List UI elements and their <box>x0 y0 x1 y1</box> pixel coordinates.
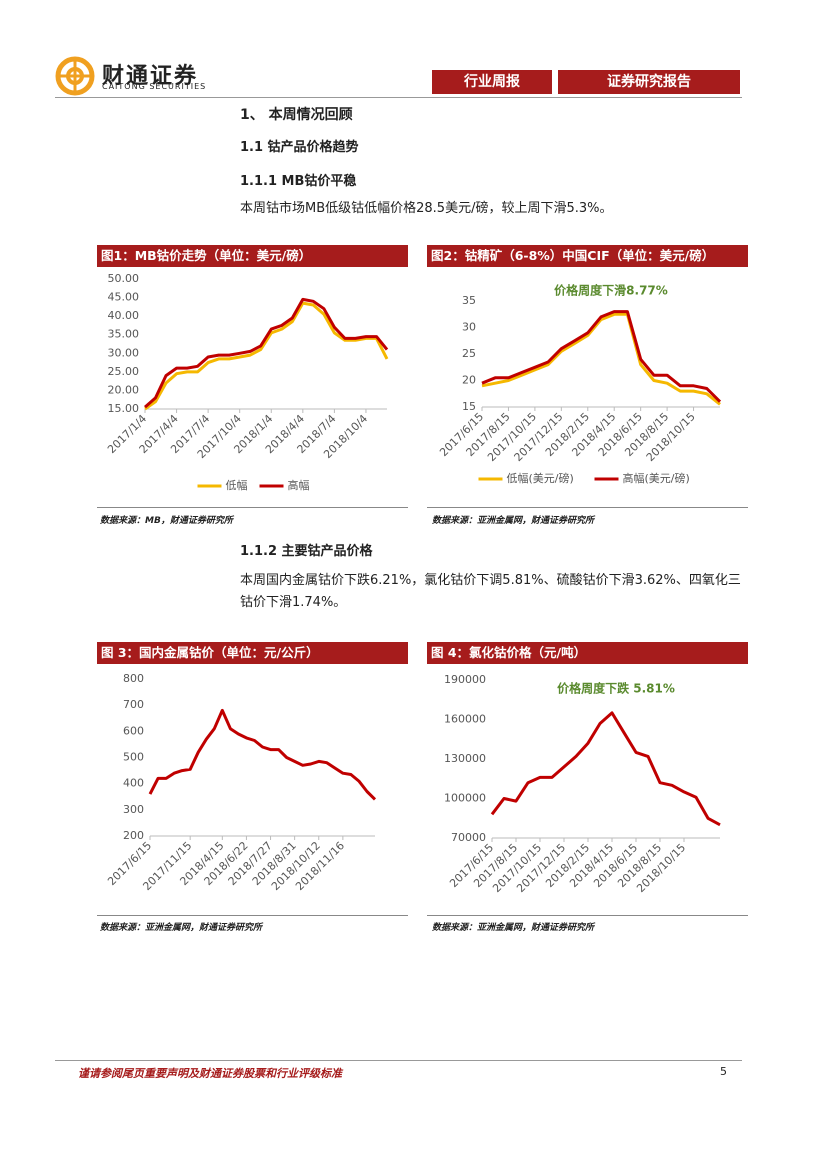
source: 数据来源：MB，财通证券研究所 <box>100 516 233 526</box>
y-tick-label: 35 <box>462 294 476 307</box>
line <box>144 297 389 409</box>
chart: 2003004005006007008002017/6/152017/11/15… <box>105 672 377 893</box>
annotation: 价格周度下滑8.77% <box>554 283 668 298</box>
tab: 证券研究报告 <box>558 70 740 94</box>
heading: 1、 本周情况回顾 <box>240 107 353 123</box>
chart: 15.00 20.00 25.00 30.00 35.00 40.00 45.00 50.00… <box>105 272 389 492</box>
y-tick-label: 100000 <box>444 792 486 805</box>
chart: 15202530352017/6/152017/8/152017/10/1520… <box>437 283 722 485</box>
tab: 行业周报 <box>432 70 552 94</box>
y-tick-label: 35.00 <box>108 328 140 341</box>
paragraph: 本周国内金属钴价下跌6.21%，氯化钴价下调5.81%、硫酸钴价下滑3.62%、… <box>240 573 741 610</box>
rule <box>55 1060 742 1061</box>
line <box>481 310 722 403</box>
y-tick-label: 600 <box>123 724 144 737</box>
paragraph: 本周钴市场MB低级钴低幅价格28.5美元/磅，较上周下滑5.3%。 <box>240 201 613 216</box>
logo-en: CAITONG SECURITIES <box>102 82 207 91</box>
heading: 1.1.2 主要钴产品价格 <box>240 544 373 559</box>
y-tick-label: 15 <box>462 400 476 413</box>
y-tick-label: 50.00 <box>108 272 140 285</box>
figure-title: 图1：MB钴价走势（单位：美元/磅） <box>97 245 408 267</box>
logo-icon <box>55 56 95 96</box>
heading: 1.1.1 MB钴价平稳 <box>240 174 357 189</box>
page-number: 5 <box>720 1065 727 1078</box>
y-tick-label: 40.00 <box>108 309 140 322</box>
y-tick-label: 30 <box>462 321 476 334</box>
y-tick-label: 30.00 <box>108 346 140 359</box>
legend-label: 低幅(美元/磅) <box>507 471 574 485</box>
legend-label: 高幅 <box>288 478 310 492</box>
rule <box>97 915 408 916</box>
y-tick-label: 130000 <box>444 752 486 765</box>
figure-title: 图 4：氯化钴价格（元/吨） <box>427 642 748 664</box>
y-tick-label: 800 <box>123 672 144 685</box>
legend-label: 高幅(美元/磅) <box>623 471 690 485</box>
source: 数据来源：亚洲金属网，财通证券研究所 <box>432 516 595 526</box>
y-tick-label: 700 <box>123 698 144 711</box>
figure-title: 图2：钴精矿（6-8%）中国CIF（单位：美元/磅） <box>427 245 748 267</box>
line <box>148 708 377 801</box>
y-tick-label: 45.00 <box>108 291 140 304</box>
y-tick-label: 200 <box>123 829 144 842</box>
logo-cn: 财通证券 <box>102 64 199 89</box>
y-tick-label: 20.00 <box>108 383 140 396</box>
heading: 1.1 钴产品价格趋势 <box>240 140 359 155</box>
line <box>144 301 389 411</box>
rule <box>427 507 748 508</box>
line <box>490 711 721 827</box>
y-tick-label: 160000 <box>444 713 486 726</box>
y-tick-label: 300 <box>123 803 144 816</box>
y-tick-label: 25.00 <box>108 365 140 378</box>
y-tick-label: 15.00 <box>108 402 140 415</box>
annotation: 价格周度下跌 5.81% <box>557 681 675 696</box>
source: 数据来源：亚洲金属网，财通证券研究所 <box>432 923 595 933</box>
y-tick-label: 25 <box>462 347 476 360</box>
rule <box>97 507 408 508</box>
rule <box>427 915 748 916</box>
y-tick-label: 400 <box>123 777 144 790</box>
rule <box>55 97 742 98</box>
y-tick-label: 500 <box>123 751 144 764</box>
y-tick-label: 20 <box>462 374 476 387</box>
line <box>481 312 721 406</box>
y-tick-label: 190000 <box>444 673 486 686</box>
disclaimer: 谨请参阅尾页重要声明及财通证券股票和行业评级标准 <box>78 1067 342 1080</box>
chart: 700001000001300001600001900002017/6/1520… <box>444 673 721 895</box>
y-tick-label: 70000 <box>451 831 486 844</box>
legend-label: 低幅 <box>226 479 248 492</box>
figure-title: 图 3：国内金属钴价（单位：元/公斤） <box>97 642 408 664</box>
source: 数据来源：亚洲金属网，财通证券研究所 <box>100 923 263 933</box>
